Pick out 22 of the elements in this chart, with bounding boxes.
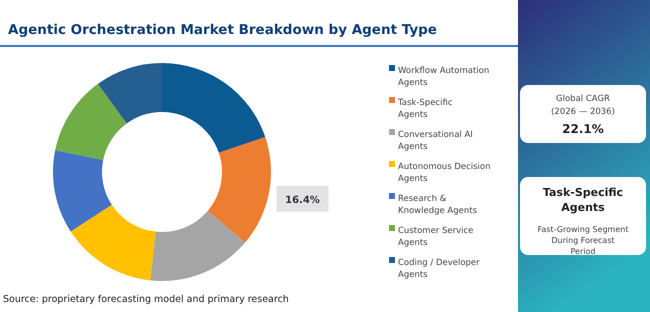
data-label: 16.4%: [285, 194, 320, 206]
donut-slice: [70, 204, 156, 280]
legend-label: Workflow Automation Agents: [398, 66, 490, 88]
legend-label: Research & Knowledge Agents: [398, 194, 478, 216]
donut-slice: [162, 63, 266, 153]
text: Global CAGR: [556, 94, 610, 104]
source-note: Source: proprietary forecasting model and primary research: [3, 294, 289, 305]
donut-slice: [55, 84, 127, 160]
legend-label: Conversational AI Agents: [398, 130, 473, 152]
text: (2026 — 2036): [551, 107, 615, 117]
text: Fast-Growing Segment During Forecast Period: [538, 225, 628, 256]
legend-label: Task-Specific Agents: [397, 98, 453, 120]
text: 22.1%: [562, 122, 604, 136]
donut-slice: [208, 137, 271, 243]
donut-slice: [53, 150, 112, 232]
text: Task-Specific Agents: [542, 186, 624, 214]
legend-label: Autonomous Decision Agents: [398, 162, 491, 184]
legend-label: Coding / Developer Agents: [398, 258, 480, 280]
donut-slice: [98, 63, 162, 124]
donut-slice: [150, 210, 246, 281]
chart-title: Agentic Orchestration Market Breakdown by Agent Type: [8, 22, 437, 38]
legend-label: Customer Service Agents: [398, 226, 474, 248]
